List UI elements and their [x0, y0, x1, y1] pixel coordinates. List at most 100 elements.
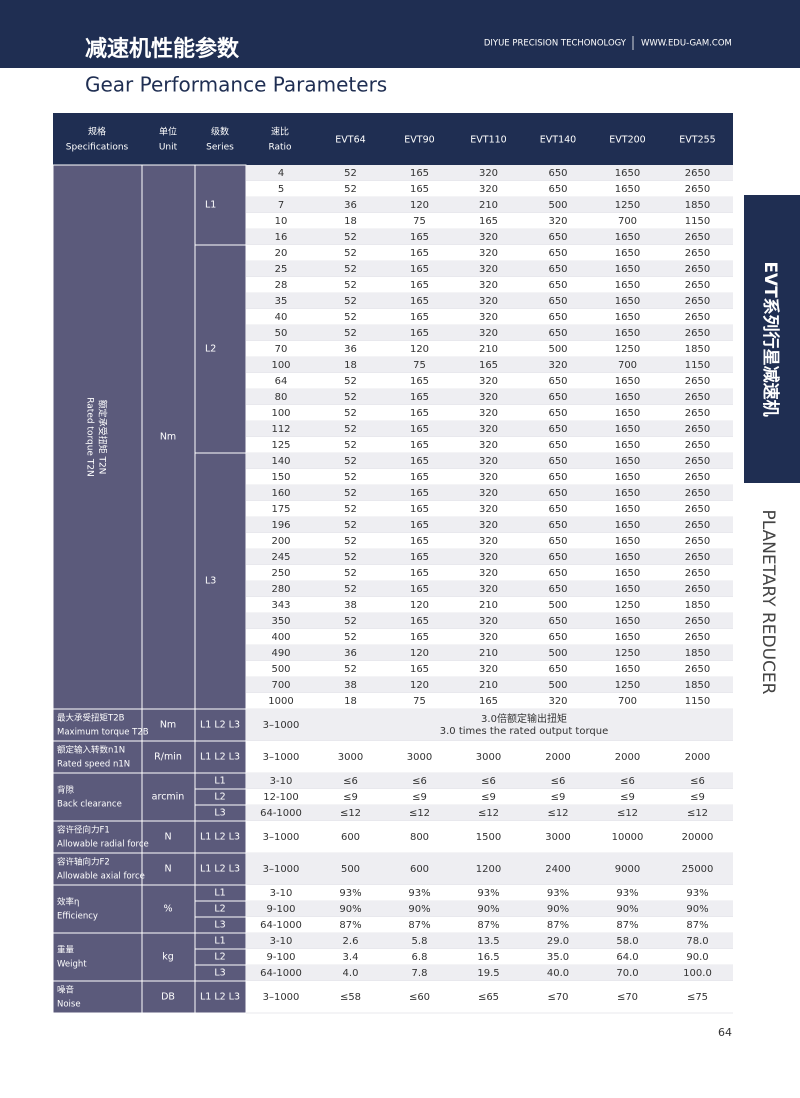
cell-value: 2650: [685, 328, 710, 339]
cell-value: 1650: [615, 280, 640, 291]
cell-value: ≤9: [620, 792, 635, 803]
cell-value: 165: [410, 664, 429, 675]
series-cell: [194, 980, 247, 1014]
cell-value: 500: [341, 864, 360, 875]
cell-value: 87%: [339, 920, 361, 931]
cell-value: 16.5: [477, 952, 499, 963]
cell-value: 3000: [338, 752, 363, 763]
cell-value: 38: [344, 680, 357, 691]
cell-value: 18: [344, 216, 357, 227]
cell-value: 1650: [615, 616, 640, 627]
unit-cell: [141, 820, 196, 854]
cell-value: ≤9: [690, 792, 705, 803]
series: L1: [214, 936, 225, 947]
cell-value: 1500: [476, 832, 501, 843]
ratio: 5: [278, 184, 284, 195]
ratio: 12-100: [263, 792, 298, 803]
cell-value: 165: [410, 520, 429, 531]
cell-value: 700: [618, 360, 637, 371]
cell-value: 500: [548, 344, 567, 355]
row-bg: [246, 165, 733, 181]
cell-value: 210: [479, 200, 498, 211]
row-bg: [246, 933, 733, 949]
cell-value: ≤6: [551, 776, 566, 787]
cell-value: 9000: [615, 864, 640, 875]
cell-value: 2650: [685, 264, 710, 275]
ratio: 16: [275, 232, 288, 243]
cell-value: 2650: [685, 632, 710, 643]
cell-value: 1650: [615, 472, 640, 483]
cell-value: 165: [410, 632, 429, 643]
row-bg: [246, 501, 733, 517]
ratio: 3–1000: [263, 832, 300, 843]
cell-value: 320: [479, 168, 498, 179]
ratio: 400: [271, 632, 290, 643]
spec-en: Rated speed n1N: [57, 760, 130, 770]
cell-value: 650: [548, 424, 567, 435]
cell-value: ≤9: [481, 792, 496, 803]
series: L3: [214, 920, 225, 931]
series: L1 L2 L3: [200, 992, 240, 1003]
cell-value: 2650: [685, 472, 710, 483]
header-en: Unit: [159, 143, 178, 153]
page-number: 64: [718, 1026, 732, 1039]
ratio: 140: [271, 456, 290, 467]
row-bg: [246, 453, 733, 469]
ratio: 3–1000: [263, 992, 300, 1003]
cell-value: 52: [344, 328, 357, 339]
cell-value: 2650: [685, 568, 710, 579]
cell-value: 52: [344, 536, 357, 547]
cell-value: 1650: [615, 664, 640, 675]
cell-value: 87%: [616, 920, 638, 931]
row-bg: [246, 309, 733, 325]
cell-value: 650: [548, 280, 567, 291]
series: L1: [214, 776, 225, 787]
cell-value: 320: [479, 488, 498, 499]
cell-value: 52: [344, 472, 357, 483]
cell-value: 320: [479, 632, 498, 643]
cell-value: 2650: [685, 616, 710, 627]
cell-value: 36: [344, 648, 357, 659]
cell-value: ≤9: [551, 792, 566, 803]
cell-value: 2650: [685, 504, 710, 515]
cell-value: 165: [410, 248, 429, 259]
cell-value: 120: [410, 680, 429, 691]
model-header: EVT64: [335, 135, 365, 146]
cell-value: 650: [548, 168, 567, 179]
spec-en: Maximum torque T2B: [57, 728, 149, 738]
ratio: 196: [271, 520, 290, 531]
cell-value: ≤12: [409, 808, 430, 819]
cell-value: 120: [410, 600, 429, 611]
cell-value: 52: [344, 392, 357, 403]
cell-value: 650: [548, 472, 567, 483]
cell-value: 25000: [682, 864, 714, 875]
cell-value: 52: [344, 232, 357, 243]
ratio: 50: [275, 328, 288, 339]
cell-value: 1250: [615, 600, 640, 611]
row-bg: [246, 805, 733, 821]
cell-value: ≤6: [481, 776, 496, 787]
row-bg: [246, 261, 733, 277]
series-cell: [194, 164, 247, 246]
unit: Nm: [160, 432, 176, 443]
cell-value: 2400: [545, 864, 570, 875]
cell-value: 500: [548, 648, 567, 659]
spec-en: Back clearance: [57, 800, 122, 810]
cell-value: 165: [410, 616, 429, 627]
cell-value: 320: [479, 440, 498, 451]
cell-value: 1850: [685, 648, 710, 659]
cell-value: 90%: [616, 904, 638, 915]
cell-value: 52: [344, 408, 357, 419]
row-bg: [246, 965, 733, 981]
cell-value: 90%: [408, 904, 430, 915]
ratio: 343: [271, 600, 290, 611]
cell-value: 320: [479, 520, 498, 531]
cell-value: 600: [341, 832, 360, 843]
side-en: PLANETARY REDUCER: [758, 510, 778, 695]
cell-value: 500: [548, 200, 567, 211]
cell-value: 1650: [615, 632, 640, 643]
cell-value: 165: [410, 504, 429, 515]
row-bg: [246, 469, 733, 485]
cell-value: 75: [413, 360, 426, 371]
cell-value: 70.0: [616, 968, 638, 979]
